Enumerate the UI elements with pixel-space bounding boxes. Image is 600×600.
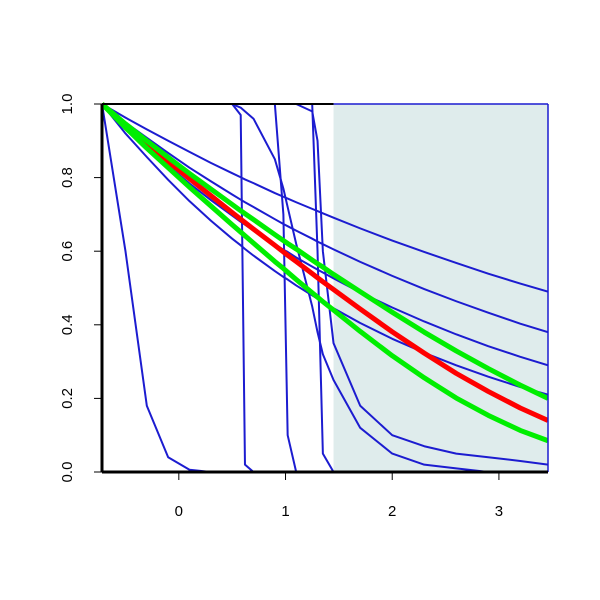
y-tick-label: 0.0 bbox=[59, 462, 76, 483]
curve bbox=[102, 103, 548, 367]
curve bbox=[102, 102, 548, 444]
x-tick-label: 3 bbox=[495, 503, 503, 520]
curve bbox=[102, 102, 548, 423]
y-tick-label: 1.0 bbox=[59, 94, 76, 115]
y-tick-label: 0.2 bbox=[59, 388, 76, 409]
curve bbox=[102, 103, 548, 293]
y-tick-label: 0.8 bbox=[59, 167, 76, 188]
x-tick-label: 1 bbox=[281, 503, 289, 520]
y-tick-label: 0.6 bbox=[59, 241, 76, 262]
x-tick-label: 2 bbox=[388, 503, 396, 520]
curve bbox=[102, 103, 548, 334]
y-tick-label: 0.4 bbox=[59, 314, 76, 335]
shaded-region bbox=[333, 104, 548, 472]
curve bbox=[102, 102, 548, 401]
x-tick-label: 0 bbox=[175, 503, 183, 520]
